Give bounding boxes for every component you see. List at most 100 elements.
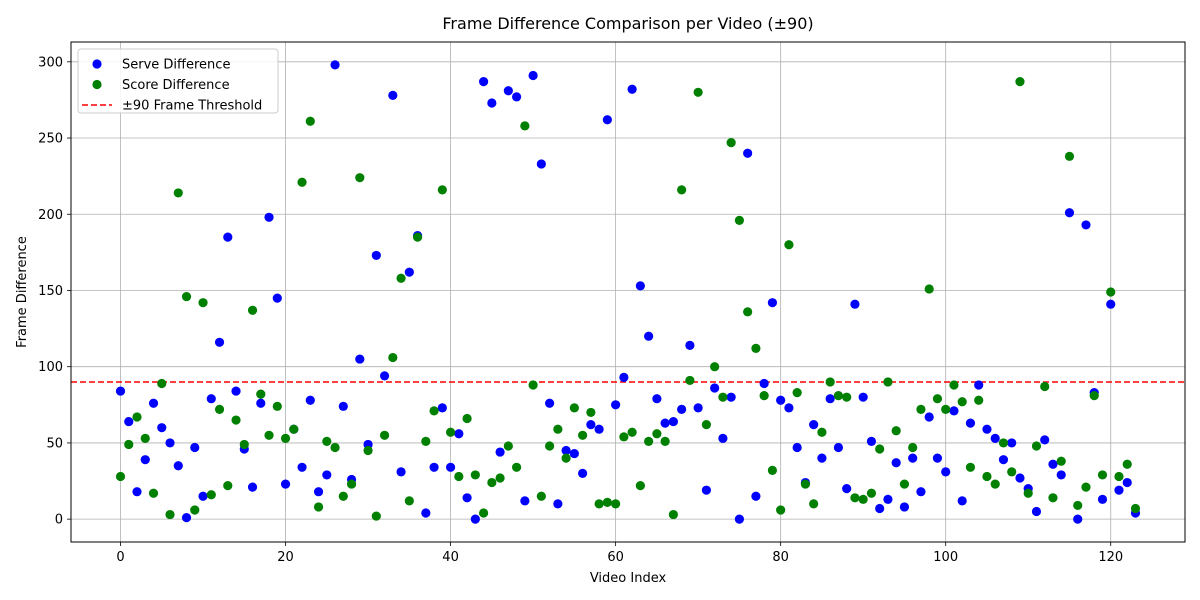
serve-difference-point: [503, 86, 513, 96]
serve-difference-point: [916, 487, 926, 497]
score-difference-point: [875, 444, 885, 454]
score-difference-point: [965, 462, 976, 472]
score-difference-point: [809, 499, 819, 509]
score-difference-point: [619, 432, 629, 442]
score-difference-point: [495, 473, 505, 483]
score-difference-point: [462, 413, 472, 424]
legend-box: [77, 48, 279, 114]
score-difference-point: [586, 407, 596, 418]
serve-difference-point: [759, 378, 769, 389]
y-tick-label: 150: [38, 284, 63, 299]
score-difference-point: [363, 445, 373, 456]
serve-difference-point: [470, 514, 480, 524]
serve-difference-point: [809, 420, 819, 430]
serve-difference-point: [578, 468, 588, 479]
legend-label: Serve Difference: [122, 58, 230, 73]
serve-difference-point: [842, 484, 852, 494]
serve-difference-point: [627, 84, 637, 94]
serve-difference-point: [792, 442, 802, 453]
score-difference-point: [1023, 488, 1033, 498]
score-difference-point: [957, 397, 967, 407]
serve-difference-point: [132, 487, 142, 497]
y-tick-label: 0: [55, 513, 63, 528]
score-difference-point: [313, 502, 324, 512]
serve-difference-point: [660, 418, 670, 428]
score-difference-point: [264, 430, 274, 440]
serve-difference-point: [1056, 470, 1066, 480]
serve-difference-point: [858, 392, 868, 402]
serve-difference-point: [322, 470, 332, 480]
score-difference-point: [578, 430, 588, 440]
serve-difference-point: [668, 416, 678, 427]
score-difference-point: [726, 138, 736, 148]
score-difference-point: [297, 177, 307, 187]
score-difference-point: [148, 488, 159, 498]
score-difference-point: [1064, 151, 1075, 161]
score-difference-point: [932, 394, 943, 404]
score-difference-point: [611, 499, 621, 509]
score-difference-point: [1056, 456, 1066, 466]
score-difference-point: [1106, 287, 1116, 297]
serve-difference-point: [718, 433, 728, 443]
serve-difference-point: [1081, 220, 1091, 230]
serve-difference-point: [767, 298, 778, 308]
score-difference-point: [916, 404, 926, 414]
serve-difference-point: [982, 424, 992, 434]
score-difference-point: [982, 471, 992, 482]
score-difference-point: [602, 497, 612, 507]
serve-difference-point: [1073, 514, 1083, 524]
serve-difference-point: [388, 90, 398, 100]
score-difference-point: [710, 362, 720, 372]
serve-difference-point: [825, 394, 835, 404]
score-difference-point: [256, 389, 266, 399]
chart-title: Frame Difference Comparison per Video (±…: [442, 14, 813, 33]
serve-difference-point: [148, 398, 159, 408]
score-difference-point: [998, 438, 1009, 448]
x-tick-label: 80: [772, 550, 789, 565]
score-difference-point: [842, 392, 852, 402]
serve-difference-point: [1031, 506, 1042, 517]
serve-difference-point: [644, 331, 654, 341]
grid-lines: [71, 42, 1185, 542]
serve-difference-point: [214, 337, 225, 347]
serve-difference-point: [272, 293, 282, 303]
serve-difference-point: [231, 386, 241, 396]
serve-difference-point: [891, 458, 901, 468]
score-difference-point: [569, 403, 579, 413]
serve-difference-point: [371, 250, 381, 261]
serve-difference-point: [1122, 477, 1132, 488]
plot-frame: [70, 41, 1186, 543]
score-difference-point: [173, 188, 183, 198]
serve-difference-point: [264, 212, 274, 222]
score-difference-point: [231, 415, 241, 425]
x-tick-label: 60: [607, 550, 624, 565]
score-difference-point: [858, 494, 868, 504]
score-difference-point: [1015, 77, 1025, 87]
score-difference-point: [767, 465, 778, 475]
serve-difference-point: [635, 281, 645, 291]
score-difference-point: [908, 442, 918, 453]
score-difference-point: [396, 273, 406, 283]
x-tick-label: 0: [116, 550, 124, 565]
y-axis-label: Frame Difference: [15, 236, 30, 348]
score-difference-point: [1031, 441, 1042, 451]
serve-difference-point: [611, 400, 621, 410]
serve-difference-point: [776, 395, 786, 405]
serve-difference-point: [710, 383, 720, 393]
y-tick-label: 100: [38, 360, 63, 375]
score-difference-point: [792, 388, 802, 398]
score-difference-point: [817, 427, 827, 437]
serve-difference-point: [1015, 473, 1025, 483]
score-difference-point: [553, 424, 563, 434]
serve-difference-point: [553, 499, 563, 509]
score-difference-point: [883, 377, 893, 387]
score-difference-point: [536, 491, 546, 501]
score-difference-point: [660, 436, 670, 446]
legend-marker: [92, 59, 102, 69]
score-difference-point: [487, 477, 497, 488]
serve-difference-point: [181, 513, 192, 523]
score-difference-point: [974, 395, 984, 405]
serve-difference-point: [313, 487, 324, 497]
serve-difference-point: [850, 299, 860, 309]
